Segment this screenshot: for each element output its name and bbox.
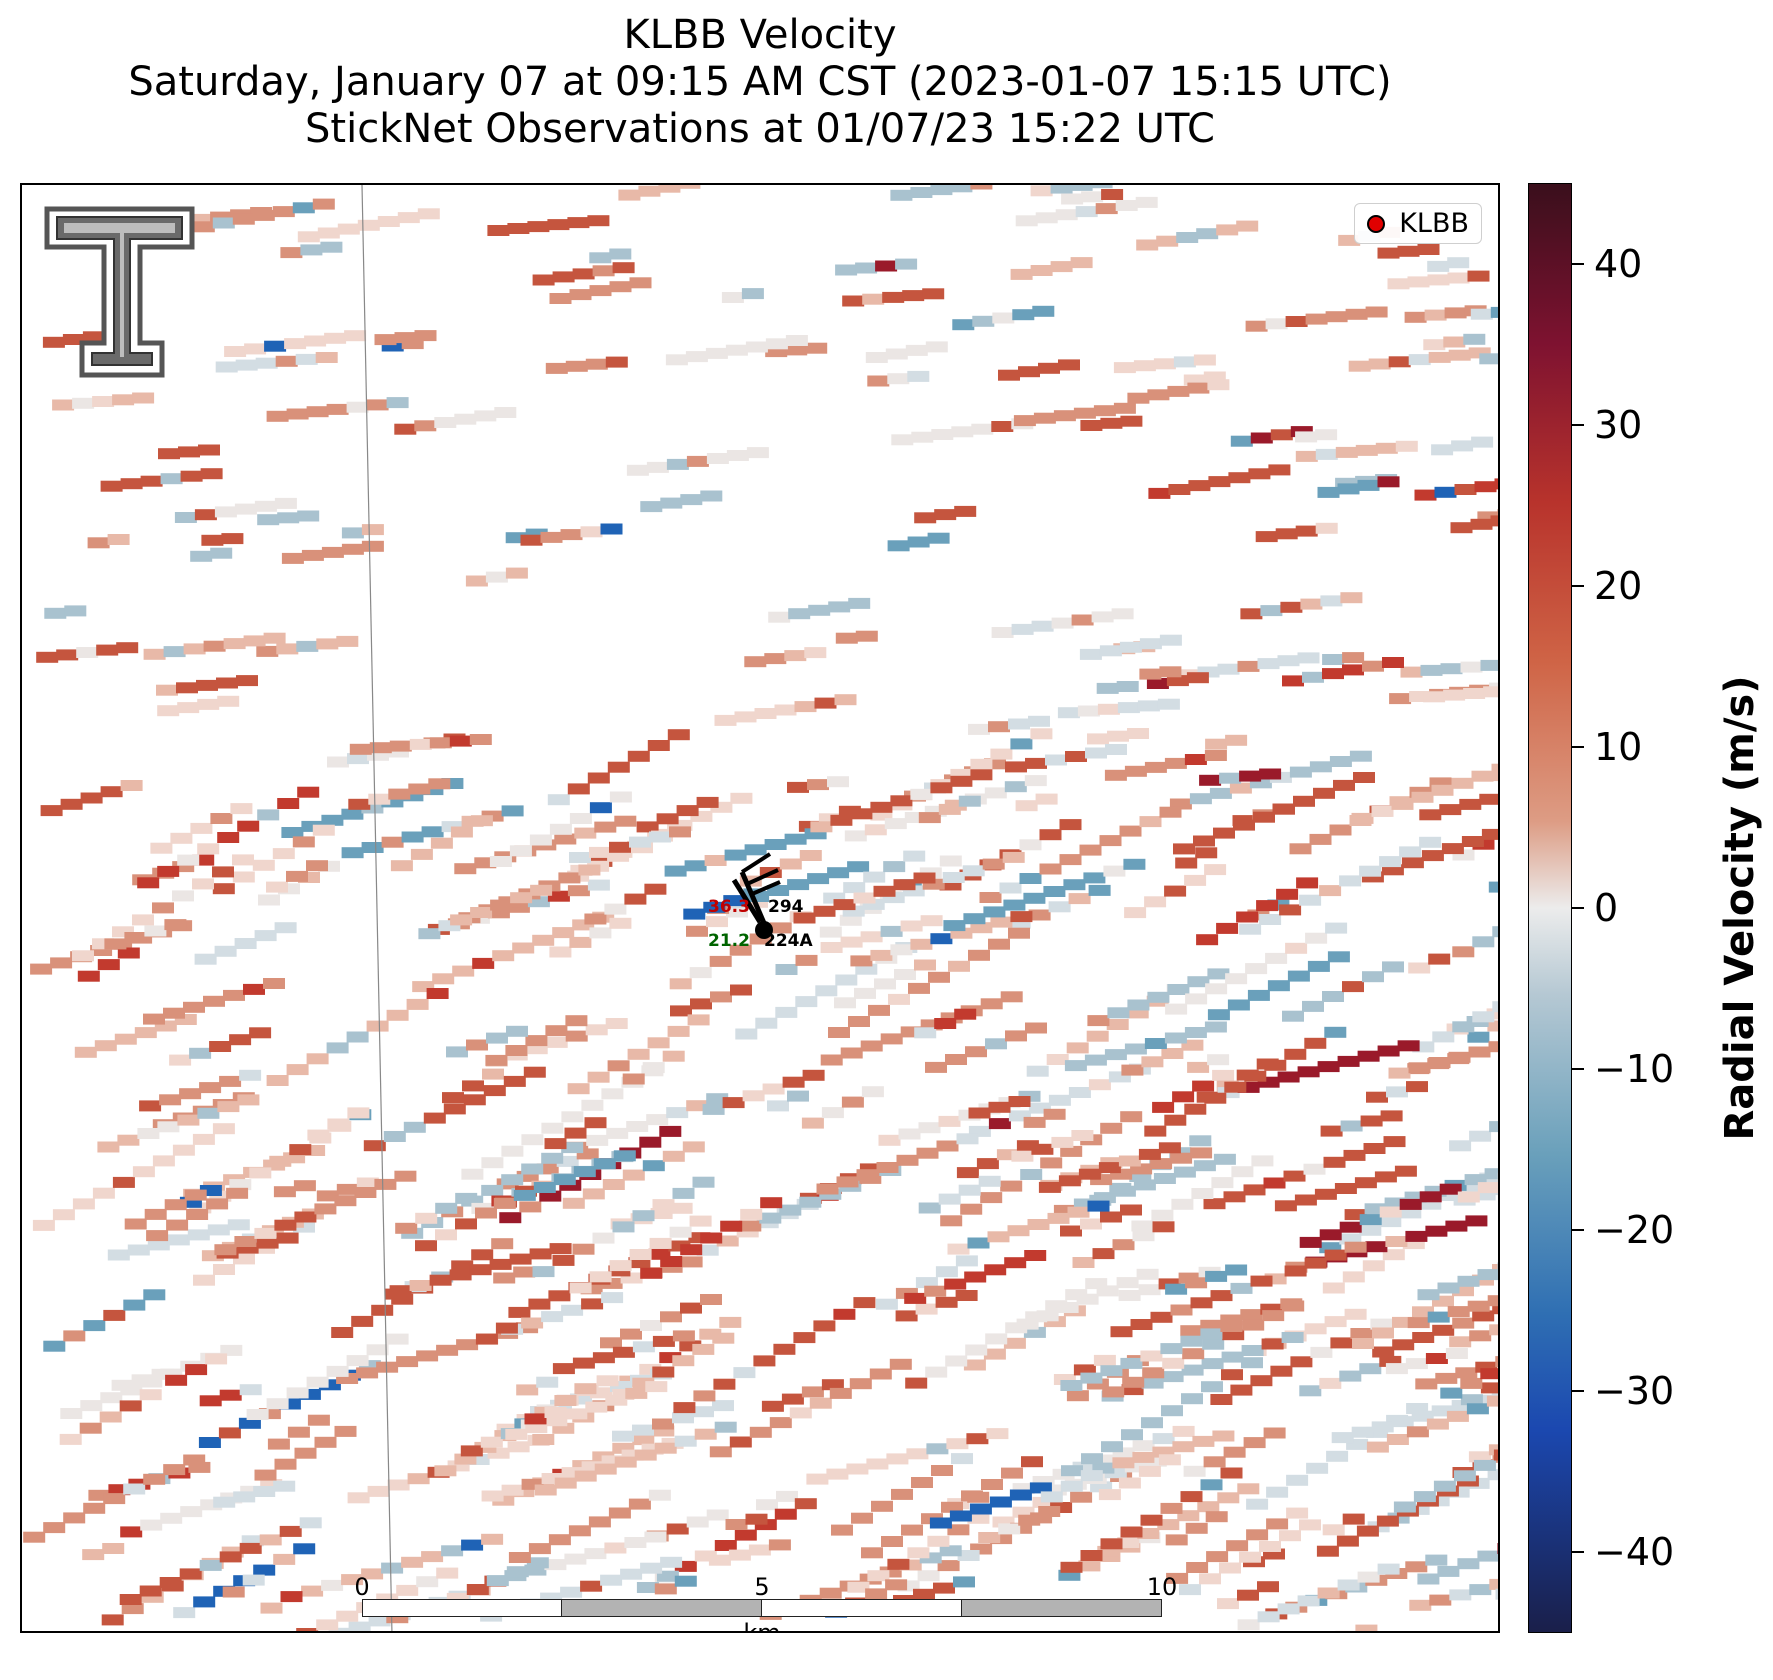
colorbar-tick-mark — [1572, 1390, 1584, 1393]
colorbar-tick-label: 0 — [1594, 886, 1619, 930]
colorbar-tick-label: −30 — [1594, 1369, 1675, 1414]
title-line-1: KLBB Velocity — [623, 12, 897, 58]
scalebar-tick-10: 10 — [1146, 1573, 1178, 1601]
distance-scale-bar: 0 5 10 km — [354, 1573, 1177, 1633]
scalebar-segment-4 — [961, 1599, 1162, 1617]
station-294-temperature: 36.3 — [708, 897, 750, 917]
map-plot-area[interactable]: KLBB 36.3 294 21.2 224A 0 5 10 km — [20, 183, 1500, 1633]
colorbar-tick-mark — [1572, 584, 1584, 587]
colorbar-tick-mark — [1572, 1068, 1584, 1071]
colorbar-tick-label: 30 — [1594, 402, 1643, 447]
scalebar-segment-1 — [362, 1599, 562, 1617]
colorbar-tick-label: −40 — [1594, 1530, 1675, 1575]
texas-tech-logo-icon — [44, 206, 195, 378]
velocity-gates — [23, 185, 1498, 1631]
scalebar-segment-2 — [561, 1599, 762, 1617]
colorbar-tick-mark — [1572, 745, 1584, 748]
colorbar-title: Radial Velocity (m/s) — [1717, 675, 1763, 1141]
scalebar-tick-5: 5 — [754, 1573, 770, 1601]
colorbar-tick-mark — [1572, 1551, 1584, 1554]
colorbar-tick-label: 20 — [1594, 563, 1643, 608]
legend-label: KLBB — [1399, 208, 1469, 239]
colorbar-tick-mark — [1572, 1229, 1584, 1232]
colorbar-tick-mark — [1572, 262, 1584, 265]
station-294-id: 294 — [768, 897, 804, 917]
colorbar-tick-label: 10 — [1594, 724, 1643, 769]
map-legend: KLBB — [1354, 203, 1482, 244]
colorbar-tick-label: −10 — [1594, 1047, 1675, 1092]
radar-velocity-field — [23, 185, 1498, 1631]
station-224a-id: 224A — [764, 931, 813, 951]
scalebar-unit: km — [743, 1619, 781, 1633]
velocity-colorbar — [1528, 183, 1572, 1633]
colorbar-tick-mark — [1572, 423, 1584, 426]
scalebar-tick-0: 0 — [354, 1573, 370, 1601]
figure-title: KLBB Velocity Saturday, January 07 at 09… — [0, 12, 1520, 153]
colorbar-tick-label: 40 — [1594, 241, 1643, 286]
title-line-3: StickNet Observations at 01/07/23 15:22 … — [305, 106, 1215, 152]
wind-barb-icon — [731, 852, 781, 939]
klbb-radar-marker-icon — [1367, 214, 1386, 233]
colorbar-tick-label: −20 — [1594, 1208, 1675, 1253]
title-line-2: Saturday, January 07 at 09:15 AM CST (20… — [128, 59, 1392, 105]
station-224a-dewpoint: 21.2 — [708, 931, 750, 951]
colorbar-tick-mark — [1572, 907, 1584, 909]
county-boundary-line — [361, 185, 393, 1631]
scalebar-segment-3 — [761, 1599, 962, 1617]
